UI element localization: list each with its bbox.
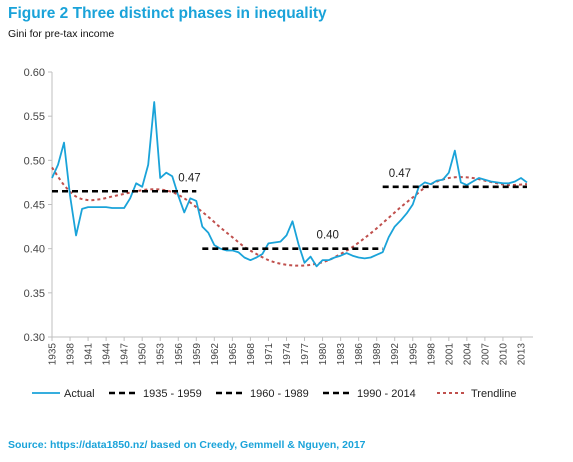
- legend: Actual 1935 - 1959 1960 - 1989 1990 - 2014 T…: [32, 388, 516, 400]
- x-tick-label: 1992: [390, 343, 401, 366]
- x-tick-label: 2013: [516, 343, 527, 366]
- x-tick-label: 1989: [372, 343, 383, 366]
- x-tick-label: 1947: [120, 343, 131, 366]
- x-tick-label: 2007: [480, 343, 491, 366]
- x-tick-label: 1938: [66, 343, 77, 366]
- x-tick-label: 1980: [318, 343, 329, 366]
- legend-label-1935-1959: 1935 - 1959: [143, 388, 202, 400]
- x-tick-label: 1977: [300, 343, 311, 366]
- x-tick-label: 1971: [264, 343, 275, 366]
- y-tick-label: 0.50: [24, 155, 45, 167]
- x-tick-label: 2001: [444, 343, 455, 366]
- x-tick-label: 1998: [426, 343, 437, 366]
- phase-label-1990-2014: 0.47: [389, 168, 411, 180]
- x-tick-label: 1956: [174, 343, 185, 366]
- x-tick-label: 1959: [192, 343, 203, 366]
- x-tick-label: 1941: [84, 343, 95, 366]
- legend-label-trendline: Trendline: [471, 388, 516, 400]
- y-tick-label: 0.35: [24, 288, 45, 300]
- x-tick-label: 1965: [228, 343, 239, 366]
- series-line-actual: [51, 101, 528, 268]
- x-tick-label: 1986: [354, 343, 365, 366]
- x-tick-label: 1944: [102, 343, 113, 366]
- x-tick-label: 1935: [48, 343, 59, 366]
- y-tick-label: 0.55: [24, 111, 45, 123]
- legend-label-1960-1989: 1960 - 1989: [250, 388, 309, 400]
- phase-label-1935-1959: 0.47: [178, 172, 200, 184]
- series-line-trendline: [51, 166, 528, 267]
- source-note: Source: https://data1850.nz/ based on Cr…: [8, 439, 366, 451]
- x-tick-label: 1953: [156, 343, 167, 366]
- y-tick-label: 0.60: [24, 67, 45, 79]
- legend-label-actual: Actual: [64, 388, 95, 400]
- x-tick-label: 1974: [282, 343, 293, 366]
- x-tick-label: 1995: [408, 343, 419, 366]
- chart-subtitle: Gini for pre-tax income: [8, 28, 115, 40]
- x-tick-label: 2010: [498, 343, 509, 366]
- x-tick-label: 2004: [462, 343, 473, 366]
- legend-label-1990-2014: 1990 - 2014: [357, 388, 416, 400]
- y-tick-label: 0.30: [24, 332, 45, 344]
- phase-label-1960-1989: 0.40: [317, 230, 339, 242]
- x-tick-label: 1983: [336, 343, 347, 366]
- y-tick-label: 0.40: [24, 244, 45, 256]
- y-tick-label: 0.45: [24, 200, 45, 212]
- series: 0.47 0.40 0.47: [51, 101, 528, 268]
- x-tick-label: 1968: [246, 343, 257, 366]
- chart-title: Figure 2 Three distinct phases in inequa…: [8, 5, 327, 22]
- x-tick-label: 1962: [210, 343, 221, 366]
- x-tick-label: 1950: [138, 343, 149, 366]
